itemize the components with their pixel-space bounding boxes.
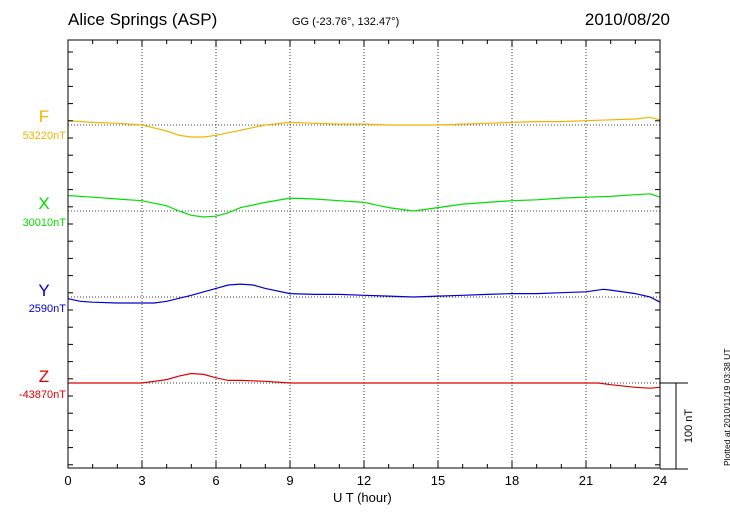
grid — [68, 40, 660, 468]
series-label-f: F — [38, 107, 50, 126]
series-lines — [67, 116, 661, 389]
series-label-z: Z — [38, 367, 50, 386]
x-tick-label: 0 — [64, 473, 71, 488]
x-tick-label: 21 — [579, 473, 593, 488]
coordinates-label: GG (-23.76°, 132.47°) — [292, 16, 400, 28]
x-tick-label: 24 — [653, 473, 667, 488]
baseline-label-y: 2590nT — [28, 303, 66, 315]
scale-bar: 100 nT — [660, 382, 695, 470]
x-tick-label: 12 — [357, 473, 371, 488]
ticks: 0 3 6 9 12 15 18 21 24 — [64, 40, 667, 488]
station-title: Alice Springs (ASP) — [68, 10, 218, 29]
series-line-y — [67, 283, 661, 304]
series-label-y: Y — [38, 281, 50, 300]
x-tick-label: 9 — [286, 473, 293, 488]
x-tick-label: 6 — [212, 473, 219, 488]
series-line-z — [68, 372, 661, 389]
x-axis-label: U T (hour) — [333, 490, 392, 505]
date-label: 2010/08/20 — [584, 10, 670, 29]
x-tick-label: 18 — [505, 473, 519, 488]
scale-bar-label: 100 nT — [683, 409, 695, 444]
series-line-x — [67, 193, 661, 218]
series-line-f — [67, 116, 661, 138]
baseline-label-f: 53220nT — [22, 130, 66, 142]
baseline-label-z: -43870nT — [18, 389, 66, 401]
series-label-x: X — [38, 194, 50, 213]
baseline-label-x: 30010nT — [22, 217, 66, 229]
x-tick-label: 15 — [431, 473, 445, 488]
x-tick-label: 3 — [138, 473, 145, 488]
